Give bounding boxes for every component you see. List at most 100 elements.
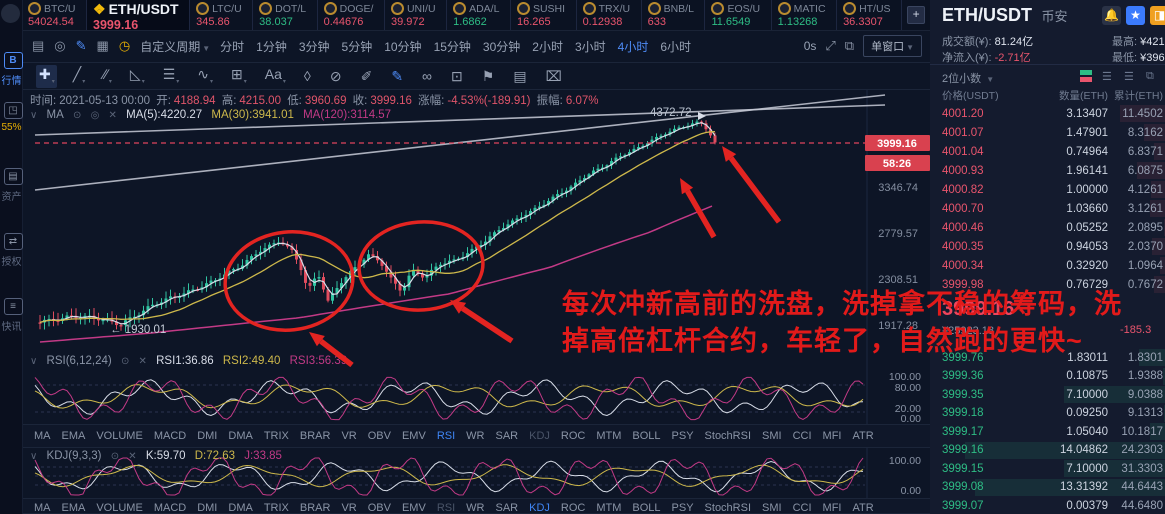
timeframe-2小时[interactable]: 2小时 — [532, 39, 563, 54]
eraser-icon[interactable]: ◊ — [303, 67, 311, 84]
chart-style-icon[interactable]: ▤ — [32, 38, 45, 53]
indicator-tab-VR[interactable]: VR — [341, 502, 357, 514]
indicator-tab-WR[interactable]: WR — [466, 502, 485, 514]
window-mode-button[interactable]: 单窗口 ▼ — [863, 35, 922, 57]
draw-pencil-icon[interactable]: ✎ — [75, 38, 87, 53]
measure-icon[interactable]: ∞ — [422, 67, 433, 84]
indicator-tab-ATR[interactable]: ATR — [852, 502, 874, 514]
timeframe-10分钟[interactable]: 10分钟 — [384, 39, 422, 54]
ask-row[interactable]: 4001.20 3.13407 11.4502 — [942, 104, 1165, 123]
indicator-tab-TRIX[interactable]: TRIX — [263, 430, 289, 442]
history-clock-icon[interactable]: ◷ — [118, 38, 131, 53]
indicator-tab-StochRSI[interactable]: StochRSI — [704, 502, 752, 514]
ask-row[interactable]: 4001.04 0.74964 6.8371 — [942, 142, 1165, 161]
pen-icon[interactable]: ✐ — [360, 67, 373, 84]
parallel-channel-icon[interactable]: ∕∕▾ — [103, 65, 112, 85]
crosshair-icon[interactable]: ✚▾ — [36, 64, 57, 88]
ticker-pair-UNIU[interactable]: UNI/U 39.972 — [385, 0, 448, 30]
indicator-tab-SMI[interactable]: SMI — [762, 430, 782, 442]
ask-row[interactable]: 4000.34 0.32920 1.0964 — [942, 256, 1165, 275]
sidebar-item-quotes[interactable]: B 行情 — [0, 52, 26, 87]
ticker-pair-ETHUSDT[interactable]: ❖ ETH/USDT 3999.16 — [87, 0, 191, 30]
timeframe-6小时[interactable]: 6小时 — [660, 39, 692, 54]
ask-row[interactable]: 3999.98 0.76729 0.7672 — [942, 275, 1165, 294]
indicator-tab-MA[interactable]: MA — [34, 502, 51, 514]
notes-icon[interactable]: ▤ — [513, 67, 527, 84]
indicator-tab-CCI[interactable]: CCI — [792, 502, 812, 514]
indicator-tab-SMI[interactable]: SMI — [762, 502, 782, 514]
indicator-tab-MFI[interactable]: MFI — [822, 430, 842, 442]
indicator-tab-MACD[interactable]: MACD — [153, 430, 187, 442]
indicator-tab-SAR[interactable]: SAR — [495, 430, 519, 442]
fibonacci-box-icon[interactable]: ⊞▾ — [231, 65, 247, 85]
timeframe-15分钟[interactable]: 15分钟 — [433, 39, 471, 54]
disable-draw-icon[interactable]: ⊘ — [329, 67, 342, 84]
indicator-tab-BOLL[interactable]: BOLL — [632, 430, 661, 442]
indicator-tab-OBV[interactable]: OBV — [367, 502, 391, 514]
indicator-tab-MA[interactable]: MA — [34, 430, 51, 442]
fullscreen-icon[interactable]: ⤢ — [825, 38, 836, 53]
eye-icon[interactable]: ◎ — [90, 110, 100, 121]
lock-icon[interactable]: ⊡ — [451, 67, 463, 84]
ask-row[interactable]: 4000.70 1.03660 3.1261 — [942, 199, 1165, 218]
gear-icon[interactable]: ⊙ — [110, 451, 120, 462]
custom-period-dropdown[interactable]: 自定义周期 ▼ — [140, 39, 211, 54]
indicator-tab-DMA[interactable]: DMA — [228, 502, 253, 514]
bid-row[interactable]: 3999.35 7.10000 9.0388 — [942, 385, 1165, 404]
indicator-tab-DMI[interactable]: DMI — [197, 430, 218, 442]
ticker-pair-BTCU[interactable]: BTC/U 54024.54 — [22, 0, 88, 30]
indicator-tab-ROC[interactable]: ROC — [560, 502, 586, 514]
timeframe-30分钟[interactable]: 30分钟 — [482, 39, 521, 54]
indicator-tab-RSI[interactable]: RSI — [436, 502, 456, 514]
trash-icon[interactable]: ⌧ — [545, 67, 562, 84]
ask-row[interactable]: 4000.82 1.00000 4.1261 — [942, 180, 1165, 199]
indicator-tab-EMA[interactable]: EMA — [61, 502, 86, 514]
ticker-pair-TRXU[interactable]: TRX/U 0.12938 — [577, 0, 642, 30]
timeframe-分时[interactable]: 分时 — [220, 39, 245, 54]
timeframe-4小时[interactable]: 4小时 — [617, 39, 649, 54]
indicator-tab-DMI[interactable]: DMI — [197, 502, 218, 514]
indicator-tab-VR[interactable]: VR — [341, 430, 357, 442]
collapse-icon[interactable]: ∨ — [30, 451, 38, 462]
ticker-pair-DOTL[interactable]: DOT/L 38.037 — [253, 0, 318, 30]
indicator-tab-CCI[interactable]: CCI — [792, 430, 812, 442]
kdj-pane[interactable]: 100.00 0.00 — [22, 448, 930, 498]
indicator-tab-RSI[interactable]: RSI — [436, 430, 456, 442]
indicator-tab-WR[interactable]: WR — [466, 430, 485, 442]
indicator-tab-KDJ[interactable]: KDJ — [529, 502, 550, 514]
briefcase-icon[interactable]: ▦ — [96, 38, 109, 53]
add-pair-button[interactable]: + — [907, 6, 926, 24]
sidebar-item-news[interactable]: ≡ 快讯 — [0, 298, 26, 333]
indicator-tab-BOLL[interactable]: BOLL — [632, 502, 661, 514]
indicator-tab-StochRSI[interactable]: StochRSI — [704, 430, 752, 442]
horizontal-line-icon[interactable]: ☰▾ — [162, 65, 180, 85]
ticker-pair-SUSHI[interactable]: SUSHI 16.265 — [511, 0, 577, 30]
brush-wave-icon[interactable]: ✎ — [391, 67, 404, 84]
ticker-pair-DOGE[interactable]: DOGE/0.44676 — [318, 0, 385, 30]
trendline-icon[interactable]: ╱▾ — [72, 65, 86, 85]
depth-sell-view-icon[interactable]: ⧉ — [1146, 70, 1154, 82]
bid-row[interactable]: 3999.36 0.10875 1.9388 — [942, 367, 1165, 386]
candlestick-chart[interactable]: 3999.16 58:26 3346.74 2779.57 2308.51 1917.28… — [22, 90, 930, 364]
close-icon[interactable]: ✕ — [108, 110, 117, 121]
indicator-tab-PSY[interactable]: PSY — [671, 502, 694, 514]
depth-split-view-icon[interactable] — [1080, 70, 1092, 85]
indicator-tab-TRIX[interactable]: TRIX — [263, 502, 289, 514]
ticker-pair-ADAL[interactable]: ADA/L 1.6862 — [447, 0, 511, 30]
bid-row[interactable]: 3999.76 1.83011 1.8301 — [942, 348, 1165, 367]
ask-row[interactable]: 4001.07 1.47901 8.3162 — [942, 123, 1165, 142]
indicator-tab-SAR[interactable]: SAR — [495, 502, 519, 514]
indicator-tab-EMA[interactable]: EMA — [61, 430, 86, 442]
indicator-tab-OBV[interactable]: OBV — [367, 430, 391, 442]
close-icon[interactable]: ✕ — [138, 356, 147, 367]
timeframe-1分钟[interactable]: 1分钟 — [256, 39, 287, 54]
sidebar-item-assets[interactable]: ▤ 资产 — [0, 168, 26, 203]
decimals-dropdown[interactable]: 2位小数 ▼ — [942, 73, 995, 85]
indicator-tab-ROC[interactable]: ROC — [560, 430, 586, 442]
close-icon[interactable]: ✕ — [128, 451, 137, 462]
bid-row[interactable]: 3999.07 0.00379 44.6480 — [942, 496, 1165, 514]
depth-list-view-icon[interactable]: ☰ — [1102, 71, 1112, 83]
multi-window-icon[interactable]: ⧉ — [844, 38, 855, 53]
depth-buy-view-icon[interactable]: ☰ — [1124, 71, 1134, 83]
